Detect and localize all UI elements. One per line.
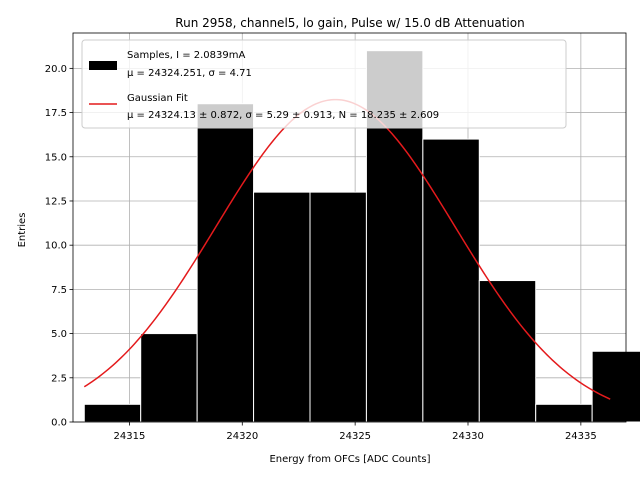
chart-title: Run 2958, channel5, lo gain, Pulse w/ 15…: [175, 16, 524, 30]
histogram-bar: [591, 350, 640, 423]
histogram-bar: [478, 280, 537, 423]
x-tick-label: 24315: [114, 431, 146, 442]
y-tick-label: 2.5: [51, 373, 67, 384]
axes: [72, 32, 627, 423]
tick-labels: 24315 24320 24325 24330 24335 0.0 2.5 5.0 7.5 10.…: [45, 64, 597, 442]
y-tick-label: 17.5: [45, 108, 67, 119]
histogram-bar: [253, 191, 311, 423]
plot-frame: [72, 32, 627, 423]
histogram-bar: [196, 103, 255, 423]
legend-samples-stats: μ = 24324.251, σ = 4.71: [127, 68, 252, 79]
y-tick-label: 0.0: [51, 418, 67, 429]
legend-box: [81, 39, 567, 129]
histogram-bar: [140, 333, 198, 423]
histogram-bars: [83, 50, 640, 423]
x-tick-label: 24325: [339, 431, 371, 442]
y-tick-label: 7.5: [51, 285, 67, 296]
legend-fit-label: Gaussian Fit: [127, 93, 188, 104]
histogram-bar: [309, 191, 367, 423]
x-tick-label: 24320: [226, 431, 258, 442]
legend-samples-label: Samples, I = 2.0839mA: [127, 50, 245, 61]
legend-fit-stats: μ = 24324.13 ± 0.872, σ = 5.29 ± 0.913, …: [127, 110, 439, 121]
y-tick-label: 15.0: [45, 152, 67, 163]
legend: Samples, I = 2.0839mA μ = 24324.251, σ =…: [81, 39, 567, 129]
y-axis-label: Entries: [17, 213, 28, 248]
x-tick-label: 24330: [452, 431, 484, 442]
y-tick-label: 12.5: [45, 196, 67, 207]
histogram-bar: [422, 138, 480, 423]
legend-samples-swatch: [89, 61, 117, 70]
x-axis-label: Energy from OFCs [ADC Counts]: [269, 454, 430, 465]
y-tick-label: 5.0: [51, 329, 67, 340]
histogram-bar: [535, 403, 593, 423]
y-tick-label: 10.0: [45, 241, 67, 252]
x-tick-label: 24335: [565, 431, 597, 442]
y-tick-label: 20.0: [45, 64, 67, 75]
histogram-bar: [83, 403, 142, 423]
